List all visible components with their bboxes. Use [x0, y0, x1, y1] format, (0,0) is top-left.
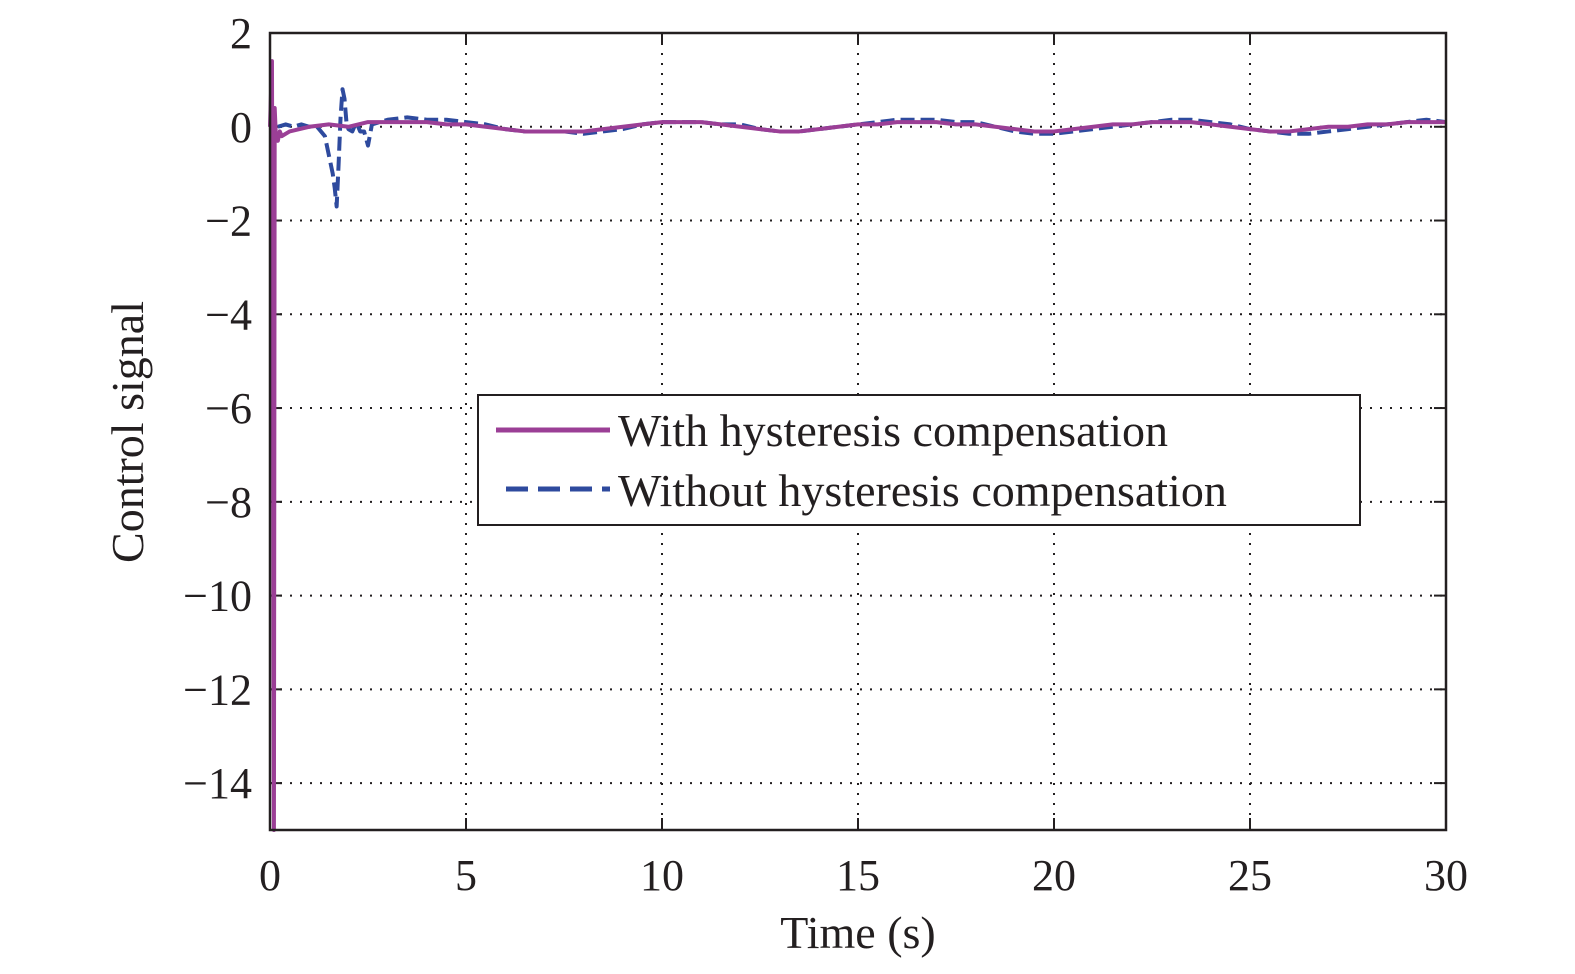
x-tick-labels: 0 5 10 15 20 25 30 [259, 851, 1468, 900]
x-tick-label: 0 [259, 851, 281, 900]
x-axis-label: Time (s) [780, 907, 936, 958]
y-tick-label: 2 [230, 9, 252, 58]
legend-label-without-compensation: Without hysteresis compensation [618, 465, 1227, 516]
y-tick-labels: 2 0 −2 −4 −6 −8 −10 −12 −14 [183, 9, 252, 808]
series-line-without-compensation [277, 87, 1447, 209]
x-tick-label: 5 [455, 851, 477, 900]
x-tick-label: 25 [1228, 851, 1272, 900]
y-tick-label: 0 [230, 103, 252, 152]
legend-label-with-compensation: With hysteresis compensation [618, 405, 1168, 456]
x-tick-label: 10 [640, 851, 684, 900]
plot-area-border [268, 31, 1448, 832]
y-tick-label: −2 [205, 197, 252, 246]
x-tick-label: 15 [836, 851, 880, 900]
y-axis-label: Control signal [102, 301, 153, 563]
y-tick-label: −10 [183, 572, 252, 621]
legend-box [477, 394, 1361, 526]
y-tick-label: −4 [205, 290, 252, 339]
series [268, 59, 1447, 832]
x-tick-label: 30 [1424, 851, 1468, 900]
y-tick-label: −12 [183, 665, 252, 714]
series-line-with-compensation [268, 59, 1446, 832]
y-tick-label: −14 [183, 759, 252, 808]
y-tick-label: −6 [205, 384, 252, 433]
x-tick-label: 20 [1032, 851, 1076, 900]
legend: With hysteresis compensation Without hys… [477, 394, 1361, 526]
y-tick-label: −8 [205, 478, 252, 527]
